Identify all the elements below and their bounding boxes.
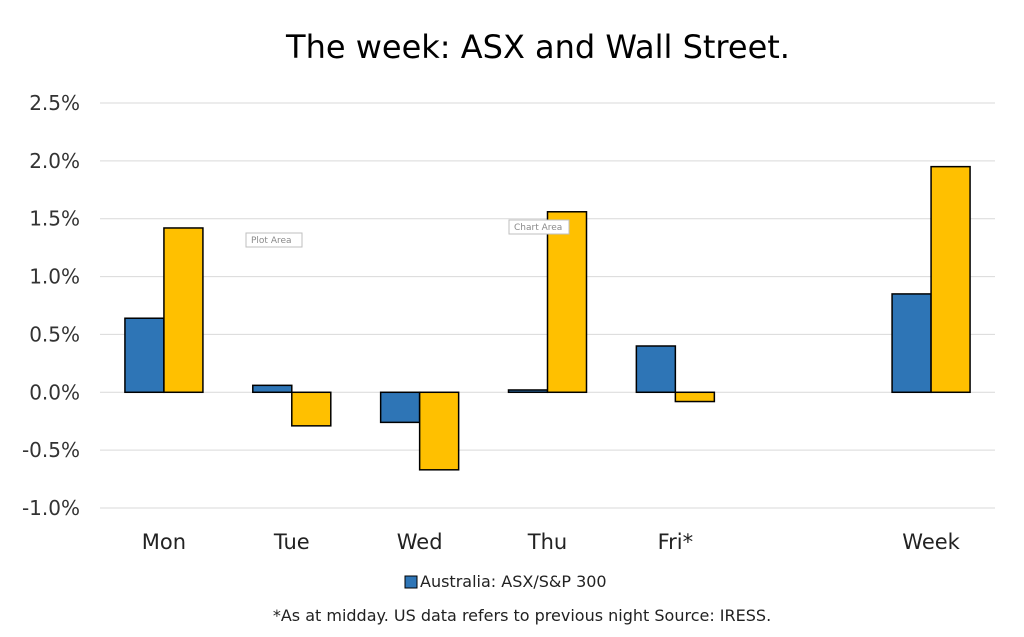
x-tick-label: Tue bbox=[273, 530, 310, 554]
bar-series2-fri bbox=[674, 391, 716, 403]
chart-area-tooltip: Chart Area bbox=[508, 219, 570, 235]
bar-series2-wed bbox=[418, 391, 460, 471]
bar-series1-mon bbox=[124, 317, 165, 394]
bar-series2-mon bbox=[163, 227, 204, 394]
y-tick-label: 0.0% bbox=[29, 380, 80, 404]
bar-series2-week bbox=[930, 165, 971, 394]
y-tick-label: 1.5% bbox=[29, 207, 80, 231]
bar-series2-tue bbox=[291, 391, 332, 427]
y-tick-label: 1.0% bbox=[29, 265, 80, 289]
x-tick-label: Week bbox=[902, 530, 960, 554]
legend-entry-australia: Australia: ASX/S&P 300 bbox=[420, 572, 607, 591]
y-tick-label: -1.0% bbox=[22, 496, 80, 520]
y-tick-label: 0.5% bbox=[29, 322, 80, 346]
x-tick-label: Thu bbox=[527, 530, 567, 554]
bar-series1-wed bbox=[379, 391, 421, 424]
chart-title: The week: ASX and Wall Street. bbox=[285, 28, 790, 66]
bar-series1-fri bbox=[635, 345, 677, 394]
x-axis-ticks: Mon Tue Wed Thu Fri* Week bbox=[142, 530, 961, 554]
bar-series1-week bbox=[891, 293, 932, 394]
plot-area-tooltip-label: Plot Area bbox=[251, 236, 292, 246]
plot-area-tooltip: Plot Area bbox=[245, 232, 303, 248]
bar-series2-thu bbox=[546, 211, 588, 394]
x-tick-label: Wed bbox=[397, 530, 443, 554]
x-tick-label: Mon bbox=[142, 530, 186, 554]
bar-series1-thu bbox=[507, 389, 549, 394]
legend-swatch-australia bbox=[404, 575, 418, 589]
y-axis-ticks: 2.5% 2.0% 1.5% 1.0% 0.5% 0.0% -0.5% -1.0% bbox=[22, 91, 80, 520]
bar-series1-tue bbox=[252, 384, 293, 394]
y-tick-label: 2.5% bbox=[29, 91, 80, 115]
chart-area-tooltip-label: Chart Area bbox=[514, 223, 562, 233]
y-tick-label: 2.0% bbox=[29, 149, 80, 173]
footnote: *As at midday. US data refers to previou… bbox=[273, 606, 771, 625]
x-tick-label: Fri* bbox=[658, 530, 694, 554]
y-tick-label: -0.5% bbox=[22, 438, 80, 462]
legend: Australia: ASX/S&P 300 bbox=[404, 572, 607, 591]
bars bbox=[124, 165, 971, 471]
